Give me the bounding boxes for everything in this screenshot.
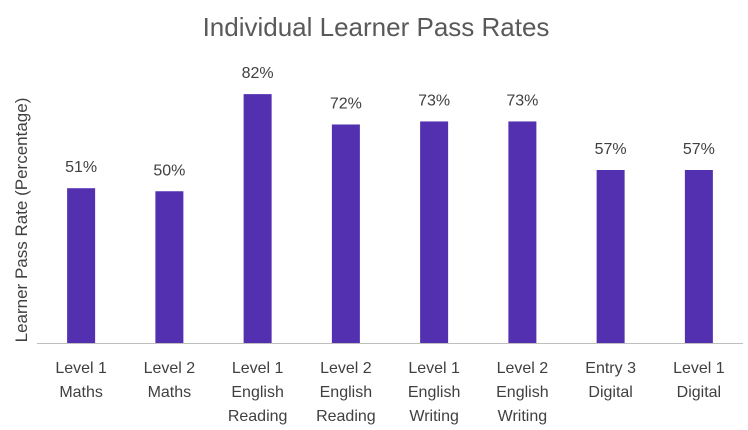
x-tick-label-line: Level 1: [55, 360, 107, 377]
x-tick-label-line: Maths: [148, 384, 192, 401]
bar: [684, 170, 713, 343]
x-tick-label-line: English: [320, 384, 372, 401]
chart-title: Individual Learner Pass Rates: [203, 12, 550, 42]
bar: [155, 191, 184, 343]
data-label: 51%: [65, 159, 97, 176]
x-tick-label-line: Level 2: [497, 360, 549, 377]
x-tick-label-line: Digital: [588, 384, 632, 401]
data-label: 82%: [242, 65, 274, 82]
bar: [331, 124, 360, 343]
bar: [596, 170, 625, 343]
x-tick-label: Level 2 Maths: [144, 360, 196, 401]
x-tick-label-line: Level 2: [144, 360, 196, 377]
x-tick-label-line: English: [496, 384, 548, 401]
x-tick-label: Level 2 English Writing: [496, 360, 548, 425]
data-label: 50%: [153, 162, 185, 179]
x-tick-label-line: Entry 3: [585, 360, 636, 377]
x-tick-label-line: Reading: [228, 408, 288, 425]
x-tick-label-line: Maths: [59, 384, 103, 401]
y-axis-label: Learner Pass Rate (Percentage): [12, 98, 31, 343]
x-tick-label-line: Level 1: [232, 360, 284, 377]
x-tick-label: Level 2 English Reading: [316, 360, 376, 425]
x-tick-label: Level 1 English Writing: [408, 360, 460, 425]
bar: [243, 94, 272, 343]
x-tick-label: Level 1 English Reading: [228, 360, 288, 425]
bar: [420, 121, 449, 343]
x-tick-label-line: Level 1: [408, 360, 460, 377]
bar: [67, 188, 96, 343]
data-labels-group: 51% 50% 82% 72% 73% 73% 57% 57%: [65, 65, 715, 179]
bars-group: [67, 94, 713, 343]
x-tick-label-line: Digital: [677, 384, 721, 401]
x-tick-label-line: English: [231, 384, 283, 401]
x-tick-label-line: Reading: [316, 408, 376, 425]
data-label: 57%: [595, 141, 627, 158]
data-label: 57%: [683, 141, 715, 158]
bar: [508, 121, 537, 343]
x-tick-label-line: Level 2: [320, 360, 372, 377]
x-tick-label-line: Writing: [498, 408, 548, 425]
x-tick-label-line: Writing: [409, 408, 459, 425]
x-tick-label-line: Level 1: [673, 360, 725, 377]
data-label: 72%: [330, 95, 362, 112]
x-tick-label: Level 1 Maths: [55, 360, 107, 401]
x-tick-labels-group: Level 1 Maths Level 2 Maths Level 1 English Re…: [55, 360, 724, 425]
x-tick-label: Level 1 Digital: [673, 360, 725, 401]
data-label: 73%: [506, 92, 538, 109]
x-tick-label-line: English: [408, 384, 460, 401]
data-label: 73%: [418, 92, 450, 109]
x-tick-label: Entry 3 Digital: [585, 360, 636, 401]
